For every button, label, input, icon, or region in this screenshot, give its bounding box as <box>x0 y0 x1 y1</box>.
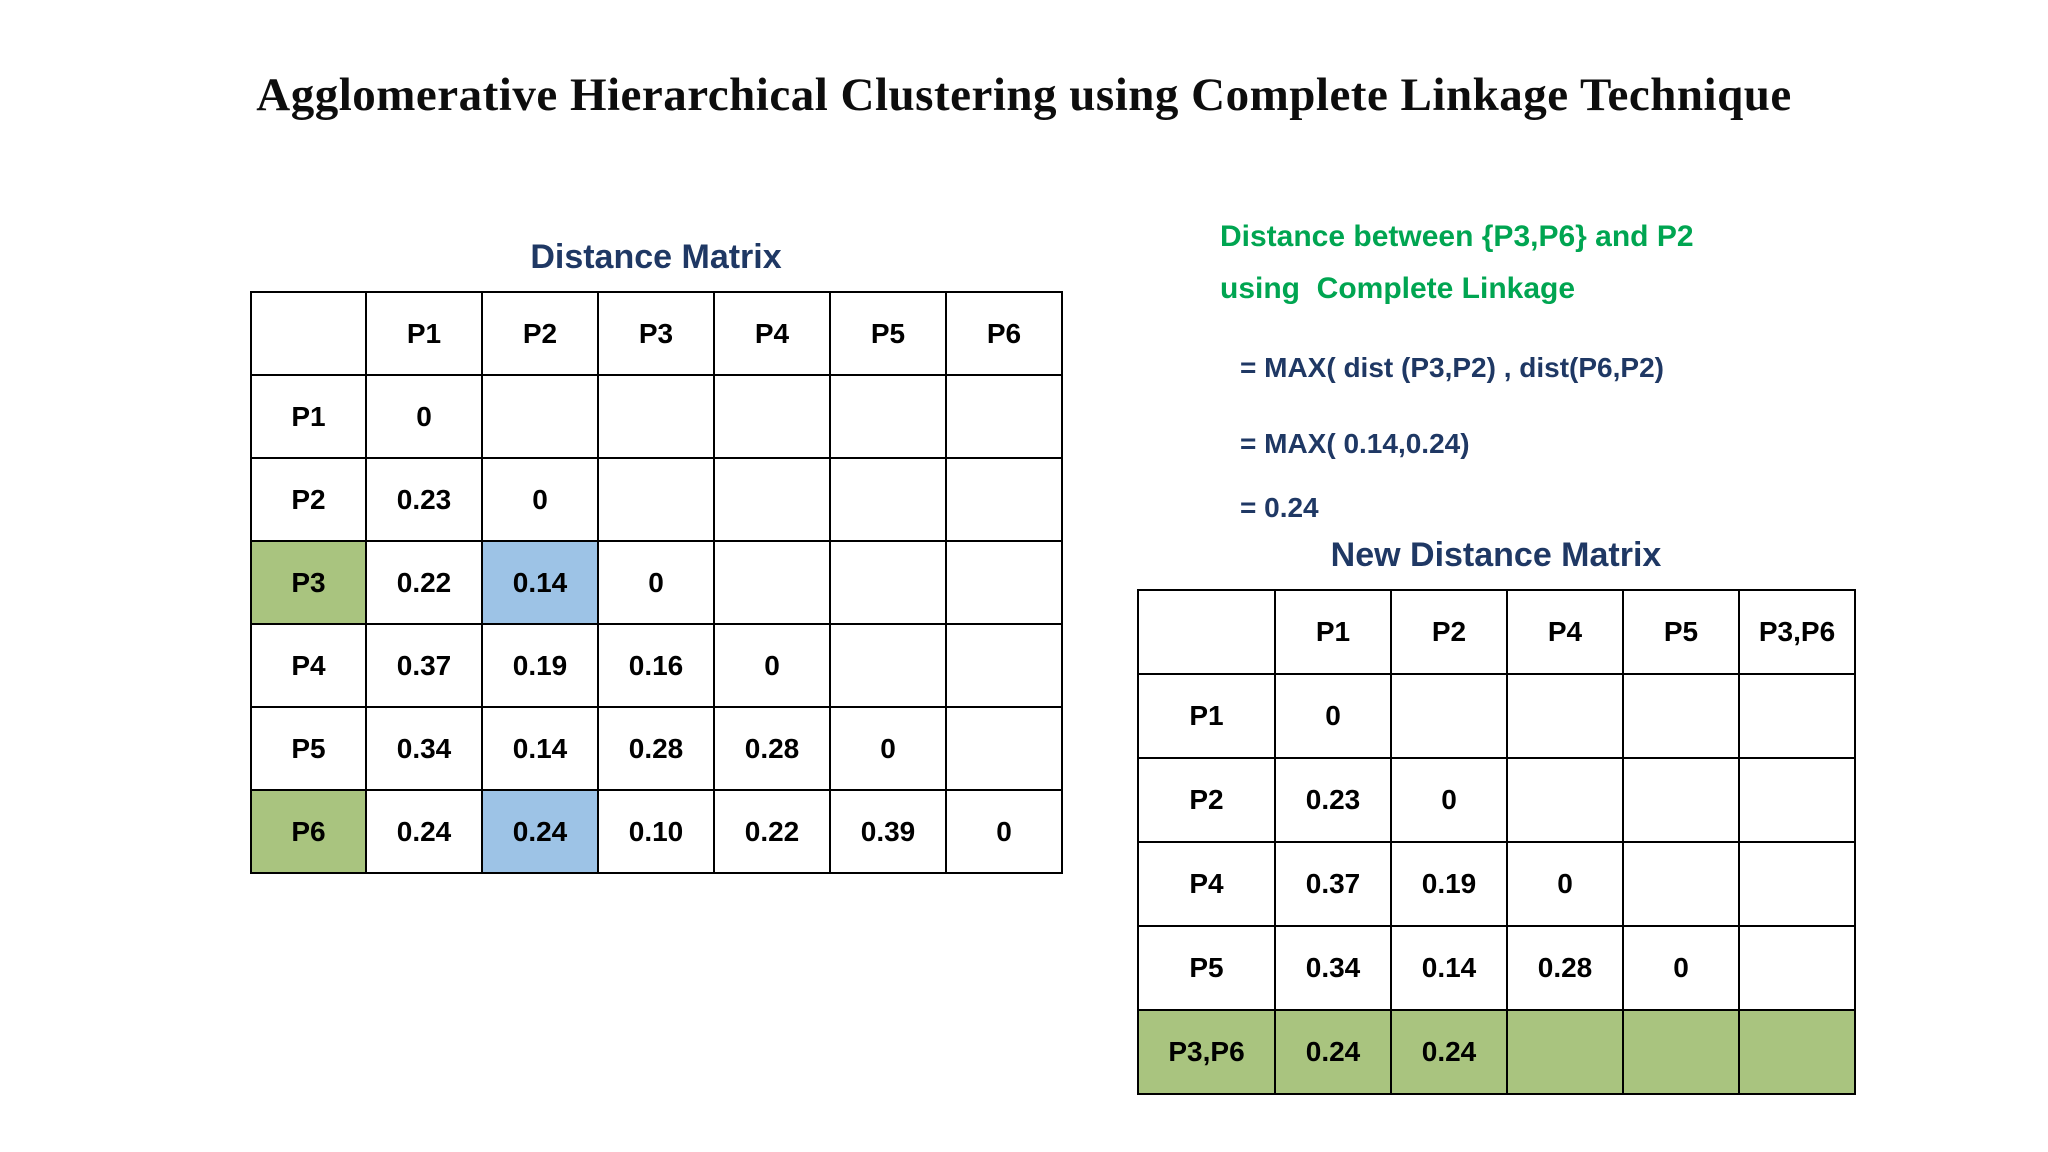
matrix-cell: 0.28 <box>1506 925 1624 1011</box>
matrix-col-header: P4 <box>713 291 831 376</box>
matrix-cell <box>945 623 1063 708</box>
matrix-corner-cell <box>250 291 367 376</box>
new-distance-matrix-title: New Distance Matrix <box>1330 536 1662 574</box>
matrix-row-label: P4 <box>1137 841 1276 927</box>
formula-result: = 0.24 <box>1240 492 1319 523</box>
formula-max-dist: = MAX( dist (P3,P2) , dist(P6,P2) <box>1240 352 1664 383</box>
matrix-cell: 0.22 <box>365 540 483 625</box>
matrix-cell <box>945 540 1063 625</box>
matrix-cell <box>597 374 715 459</box>
matrix-cell: 0.19 <box>1390 841 1508 927</box>
matrix-cell: 0.24 <box>365 789 483 874</box>
matrix-col-header: P1 <box>365 291 483 376</box>
matrix-cell: 0 <box>597 540 715 625</box>
formula-max-values: = MAX( 0.14,0.24) <box>1240 428 1470 459</box>
matrix-corner-cell <box>1137 589 1276 675</box>
matrix-cell: 0.37 <box>365 623 483 708</box>
matrix-cell <box>1506 757 1624 843</box>
matrix-cell: 0.28 <box>713 706 831 791</box>
matrix-cell <box>1622 757 1740 843</box>
matrix-cell: 0.19 <box>481 623 599 708</box>
matrix-cell <box>1738 673 1856 759</box>
matrix-cell <box>829 623 947 708</box>
matrix-cell <box>1390 673 1508 759</box>
matrix-cell: 0.28 <box>597 706 715 791</box>
matrix-row-label: P2 <box>250 457 367 542</box>
matrix-row-label: P5 <box>250 706 367 791</box>
matrix-col-header: P3,P6 <box>1738 589 1856 675</box>
matrix-col-header: P5 <box>829 291 947 376</box>
matrix-cell: 0.34 <box>365 706 483 791</box>
matrix-row-label: P5 <box>1137 925 1276 1011</box>
matrix-row-label: P1 <box>250 374 367 459</box>
matrix-cell: 0.14 <box>1390 925 1508 1011</box>
matrix-cell <box>945 706 1063 791</box>
matrix-cell: 0 <box>1390 757 1508 843</box>
matrix-cell <box>829 374 947 459</box>
matrix-cell: 0 <box>829 706 947 791</box>
matrix-row-label: P3,P6 <box>1137 1009 1276 1095</box>
matrix-cell <box>829 540 947 625</box>
matrix-cell <box>945 374 1063 459</box>
matrix-cell: 0 <box>945 789 1063 874</box>
matrix-cell: 0.23 <box>365 457 483 542</box>
matrix-col-header: P5 <box>1622 589 1740 675</box>
matrix-col-header: P2 <box>1390 589 1508 675</box>
matrix-cell <box>1622 1009 1740 1095</box>
new-distance-matrix-table: P1 P2 P4 P5 P3,P6 P1 0 P2 0.23 0 P4 0.37 0.19 0 P5 0.34… <box>1137 589 1856 1095</box>
matrix-cell: 0.24 <box>1274 1009 1392 1095</box>
matrix-row-label: P2 <box>1137 757 1276 843</box>
matrix-cell: 0.22 <box>713 789 831 874</box>
matrix-cell <box>1622 673 1740 759</box>
matrix-cell: 0.23 <box>1274 757 1392 843</box>
matrix-cell: 0 <box>1506 841 1624 927</box>
matrix-row-label: P6 <box>250 789 367 874</box>
matrix-cell <box>1506 673 1624 759</box>
matrix-cell: 0.24 <box>481 789 599 874</box>
matrix-cell: 0 <box>713 623 831 708</box>
matrix-cell: 0.16 <box>597 623 715 708</box>
matrix-row-label: P3 <box>250 540 367 625</box>
matrix-cell <box>481 374 599 459</box>
matrix-cell: 0.10 <box>597 789 715 874</box>
matrix-cell: 0 <box>365 374 483 459</box>
matrix-cell: 0 <box>481 457 599 542</box>
matrix-col-header: P2 <box>481 291 599 376</box>
matrix-cell <box>1738 841 1856 927</box>
matrix-cell <box>597 457 715 542</box>
page-title: Agglomerative Hierarchical Clustering us… <box>256 69 1792 121</box>
matrix-col-header: P1 <box>1274 589 1392 675</box>
matrix-col-header: P4 <box>1506 589 1624 675</box>
matrix-cell <box>1738 925 1856 1011</box>
matrix-cell: 0.37 <box>1274 841 1392 927</box>
annotation-line-2: using Complete Linkage <box>1220 272 1576 305</box>
matrix-cell: 0.34 <box>1274 925 1392 1011</box>
matrix-row-label: P4 <box>250 623 367 708</box>
distance-matrix-title: Distance Matrix <box>530 238 782 276</box>
matrix-cell <box>1506 1009 1624 1095</box>
matrix-cell: 0 <box>1274 673 1392 759</box>
distance-matrix-block: Distance Matrix P1 P2 P3 P4 P5 P6 P1 0 P2 0.23 0 P3… <box>250 238 1063 874</box>
matrix-cell <box>713 457 831 542</box>
matrix-cell: 0 <box>1622 925 1740 1011</box>
matrix-cell <box>713 540 831 625</box>
matrix-cell: 0.14 <box>481 540 599 625</box>
annotation-line-1: Distance between {P3,P6} and P2 <box>1220 220 1694 253</box>
matrix-cell <box>1622 841 1740 927</box>
matrix-cell <box>1738 757 1856 843</box>
matrix-cell: 0.39 <box>829 789 947 874</box>
matrix-cell <box>1738 1009 1856 1095</box>
matrix-cell <box>829 457 947 542</box>
new-distance-matrix-block: New Distance Matrix P1 P2 P4 P5 P3,P6 P1 0 P2 0.… <box>1137 536 1856 1095</box>
matrix-col-header: P3 <box>597 291 715 376</box>
matrix-cell <box>713 374 831 459</box>
matrix-cell <box>945 457 1063 542</box>
matrix-cell: 0.24 <box>1390 1009 1508 1095</box>
matrix-row-label: P1 <box>1137 673 1276 759</box>
matrix-col-header: P6 <box>945 291 1063 376</box>
matrix-cell: 0.14 <box>481 706 599 791</box>
distance-matrix-table: P1 P2 P3 P4 P5 P6 P1 0 P2 0.23 0 P3 0.22 0.14 0 P4 0.37 0… <box>250 291 1063 874</box>
